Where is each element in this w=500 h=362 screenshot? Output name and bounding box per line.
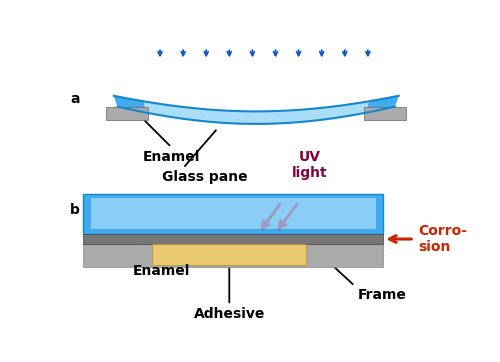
- Bar: [152, 244, 306, 265]
- Text: a: a: [70, 92, 80, 106]
- Text: Glass pane: Glass pane: [162, 171, 248, 185]
- Text: Adhesive: Adhesive: [194, 307, 265, 321]
- Text: Enamel: Enamel: [133, 264, 190, 278]
- Bar: [83, 194, 384, 235]
- Text: Frame: Frame: [358, 288, 407, 302]
- Bar: [106, 106, 148, 121]
- Bar: [83, 235, 384, 244]
- Text: Corro-
sion: Corro- sion: [418, 224, 467, 254]
- Bar: [83, 244, 384, 267]
- Text: Enamel: Enamel: [143, 150, 200, 164]
- Polygon shape: [366, 96, 398, 113]
- Bar: [364, 106, 406, 121]
- Text: b: b: [70, 203, 80, 217]
- Polygon shape: [114, 96, 146, 113]
- Bar: [90, 198, 376, 229]
- Polygon shape: [114, 96, 399, 124]
- Text: UV
light: UV light: [292, 150, 328, 181]
